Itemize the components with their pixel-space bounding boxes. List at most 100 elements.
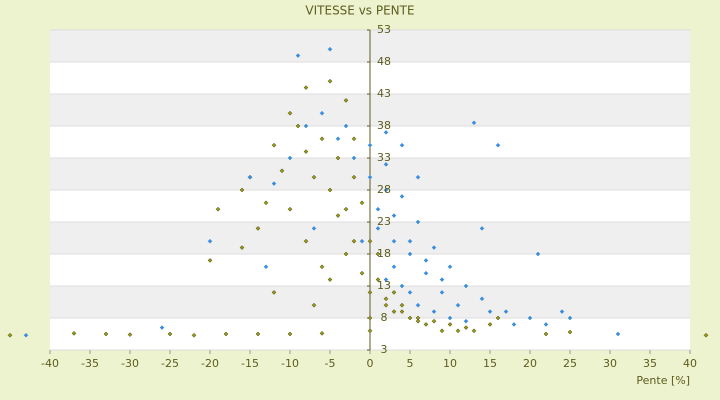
- point: [535, 251, 541, 257]
- x-tick-label: 40: [683, 357, 697, 370]
- point: [447, 322, 453, 327]
- point: [407, 238, 413, 244]
- point: [263, 200, 269, 206]
- point: [351, 174, 357, 180]
- y-tick-label: 53: [377, 23, 391, 36]
- point: [239, 245, 245, 250]
- point: [359, 270, 365, 276]
- y-tick-label: 23: [377, 215, 391, 228]
- point: [495, 315, 501, 321]
- point: [367, 142, 373, 148]
- point: [311, 226, 317, 231]
- point: [343, 206, 349, 212]
- x-tick-label: -40: [41, 357, 59, 370]
- point: [327, 78, 333, 84]
- point: [383, 130, 389, 135]
- point: [303, 149, 309, 154]
- point: [567, 329, 573, 335]
- point: [343, 98, 349, 103]
- point: [351, 238, 357, 244]
- point: [271, 142, 277, 148]
- point: [327, 277, 333, 282]
- point: [399, 283, 405, 289]
- point: [223, 331, 229, 337]
- point: [391, 290, 397, 295]
- point: [239, 187, 245, 193]
- point: [399, 142, 405, 148]
- point: [255, 226, 261, 231]
- point: [295, 53, 301, 58]
- point: [303, 85, 309, 90]
- point: [343, 123, 349, 129]
- x-tick-label: 15: [483, 357, 497, 370]
- point: [367, 238, 373, 244]
- point: [439, 290, 445, 295]
- point: [263, 264, 269, 270]
- point: [495, 142, 501, 148]
- point: [71, 331, 77, 336]
- point: [615, 331, 621, 337]
- point: [543, 331, 549, 337]
- point: [479, 296, 485, 302]
- point: [271, 181, 277, 186]
- point: [287, 155, 293, 161]
- point: [391, 213, 397, 218]
- point: [367, 315, 373, 321]
- point: [295, 123, 301, 129]
- point: [375, 251, 381, 257]
- point: [335, 213, 341, 218]
- point: [207, 258, 213, 263]
- point: [383, 277, 389, 282]
- point: [303, 123, 309, 129]
- point: [391, 264, 397, 270]
- y-tick-label: 13: [377, 279, 391, 292]
- point: [447, 264, 453, 270]
- point: [375, 206, 381, 212]
- point: [415, 318, 421, 324]
- point: [335, 155, 341, 161]
- point: [559, 309, 565, 314]
- point: [471, 120, 477, 126]
- point: [287, 331, 293, 337]
- point: [439, 328, 445, 334]
- x-tick-label: -35: [81, 357, 99, 370]
- point: [319, 110, 325, 116]
- point: [359, 238, 365, 244]
- point: [351, 136, 357, 142]
- y-tick-label: 3: [381, 343, 388, 356]
- point: [447, 315, 453, 321]
- point: [423, 322, 429, 327]
- point: [311, 174, 317, 180]
- x-tick-label: 30: [603, 357, 617, 370]
- point: [455, 302, 461, 308]
- x-tick-label: -15: [241, 357, 259, 370]
- point: [455, 328, 461, 334]
- point: [567, 315, 573, 321]
- y-tick-label: 48: [377, 55, 391, 68]
- point: [167, 331, 173, 337]
- point: [367, 328, 373, 334]
- point: [287, 110, 293, 116]
- x-tick-label: 10: [443, 357, 457, 370]
- point: [375, 277, 381, 282]
- point: [23, 332, 29, 338]
- point: [319, 331, 325, 336]
- x-tick-label: -20: [201, 357, 219, 370]
- point: [527, 315, 533, 321]
- point: [463, 325, 469, 330]
- point: [399, 302, 405, 308]
- x-tick-label: -25: [161, 357, 179, 370]
- point: [431, 309, 437, 314]
- point: [327, 187, 333, 193]
- x-tick-label: -30: [121, 357, 139, 370]
- point: [319, 264, 325, 270]
- point: [383, 296, 389, 302]
- point: [327, 46, 333, 52]
- point: [487, 309, 493, 314]
- y-tick-label: 43: [377, 87, 391, 100]
- point: [207, 238, 213, 244]
- point: [375, 226, 381, 231]
- point: [247, 174, 253, 180]
- point: [511, 322, 517, 327]
